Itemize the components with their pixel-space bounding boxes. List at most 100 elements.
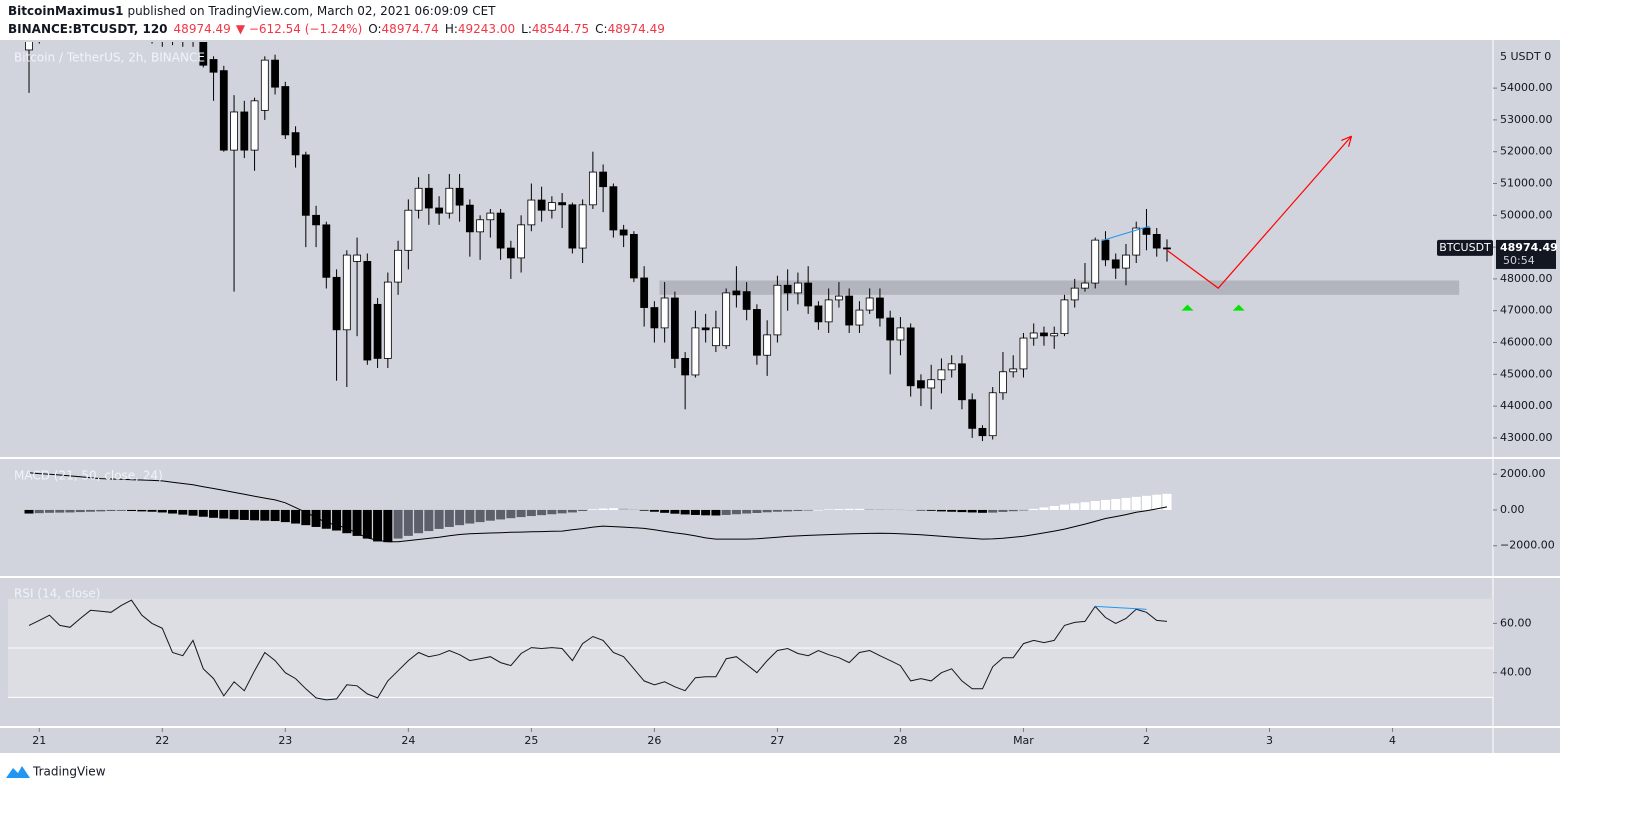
arrow-head: [1341, 135, 1352, 141]
candle-body: [517, 224, 526, 259]
histogram-bar: [1059, 504, 1069, 510]
candle-body: [240, 111, 249, 151]
histogram-bar: [619, 508, 629, 510]
histogram-bar: [168, 509, 178, 514]
histogram-bar: [219, 509, 229, 519]
histogram-bar: [403, 509, 413, 536]
candle-body: [558, 202, 567, 206]
histogram-bar: [373, 509, 383, 542]
author: BitcoinMaximus1: [8, 4, 123, 18]
support-zone: [659, 280, 1460, 295]
candle-body: [1060, 299, 1069, 335]
histogram-bar: [926, 509, 936, 511]
histogram-bar: [660, 509, 670, 513]
ohlc-label: L:: [521, 22, 532, 36]
histogram-bar: [229, 509, 239, 520]
histogram-bar: [885, 509, 895, 510]
candle-body: [691, 327, 700, 376]
candle-body: [199, 42, 208, 66]
candle-body: [527, 199, 536, 226]
candle-body: [496, 212, 505, 249]
ohlc-label: O:: [368, 22, 381, 36]
candle-body: [25, 42, 33, 51]
histogram-bar: [250, 509, 260, 521]
candle-body: [568, 204, 577, 249]
candle-body: [814, 305, 823, 323]
histogram-bar: [875, 509, 885, 510]
histogram-bar: [321, 509, 331, 529]
histogram-bar: [731, 509, 741, 515]
candle-body: [332, 276, 341, 331]
histogram-bar: [465, 509, 475, 524]
histogram-bar: [813, 509, 823, 511]
macd-pane: [24, 472, 1172, 543]
histogram-bar: [588, 509, 598, 510]
histogram-bar: [414, 509, 424, 534]
candle-body: [896, 327, 905, 341]
histogram-bar: [424, 509, 434, 532]
histogram-bar: [578, 509, 588, 512]
histogram-bar: [1018, 509, 1028, 511]
x-tick-label: 25: [524, 734, 538, 747]
histogram-bar: [567, 509, 577, 513]
histogram-bar: [496, 509, 506, 520]
axes: 43000.00 44000.00 45000.00 46000.00 47000.00…: [14, 51, 1558, 748]
histogram-bar: [239, 509, 249, 520]
candle-body: [1009, 368, 1018, 373]
candle-body: [783, 284, 792, 294]
last-price: 48974.49: [174, 22, 231, 36]
candle-body: [722, 292, 731, 347]
histogram-bar: [1111, 499, 1121, 510]
histogram-bar: [772, 509, 782, 512]
candle-body: [732, 290, 741, 296]
candle-body: [250, 100, 259, 151]
candle-body: [1142, 227, 1151, 235]
x-tick-label: 23: [278, 734, 292, 747]
histogram-bar: [209, 509, 219, 518]
trend-line: [1101, 225, 1150, 242]
candle-body: [988, 392, 997, 437]
histogram-bar: [537, 509, 547, 516]
y-tick-label: 54000.00: [1500, 81, 1553, 94]
candle-body: [363, 261, 372, 361]
histogram-bar: [1039, 507, 1049, 510]
histogram-bar: [936, 509, 946, 512]
rsi-line: [28, 599, 1168, 701]
histogram-bar: [1049, 506, 1059, 510]
symbol-tag: BTCUSDT: [1439, 241, 1491, 254]
histogram-bar: [311, 509, 321, 527]
candle-body: [465, 204, 474, 233]
price-pane: [25, 0, 1460, 442]
price-tag-bg: [1496, 239, 1556, 269]
candle-body: [947, 363, 956, 371]
candle-body: [999, 371, 1007, 394]
published: published on TradingView.com, March 02, …: [127, 4, 496, 18]
candle-body: [77, 0, 84, 2]
histogram-bar: [895, 509, 905, 511]
ohlc-value: 48544.75: [532, 22, 589, 36]
candle-body: [322, 224, 331, 278]
x-tick-label: 4: [1389, 734, 1396, 747]
candle-body: [968, 399, 977, 429]
candle-body: [209, 59, 218, 73]
histogram-bar: [803, 509, 813, 511]
histogram-bar: [988, 509, 998, 513]
candle-body: [486, 212, 495, 221]
x-tick-label: 22: [155, 734, 169, 747]
candle-body: [1163, 247, 1171, 250]
histogram-bar: [280, 509, 290, 523]
candle-body: [742, 291, 751, 310]
candle-body: [599, 171, 608, 188]
histogram-bar: [393, 509, 403, 539]
candle-body: [1152, 233, 1161, 249]
candle-body: [271, 59, 279, 88]
histogram-bar: [260, 509, 270, 521]
candle-body: [824, 299, 833, 323]
histogram-bar: [598, 508, 608, 510]
histogram-bar: [711, 509, 721, 516]
pane-title: Bitcoin / TetherUS, 2h, BINANCE: [14, 51, 205, 65]
histogram-bar: [854, 508, 864, 510]
histogram-bar: [137, 509, 147, 512]
axis-note: 5 USDT 0: [1500, 50, 1551, 63]
